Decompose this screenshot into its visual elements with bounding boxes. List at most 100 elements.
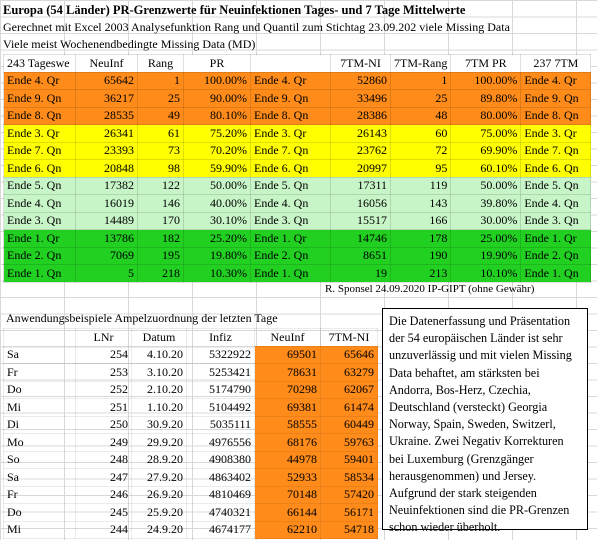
sl-cell[interactable]: 3.10.20 — [131, 363, 187, 382]
sl-cell[interactable]: Fr — [3, 363, 76, 382]
pr-cell[interactable]: 59.90% — [183, 159, 251, 178]
sl-cell[interactable]: 4810469 — [186, 485, 255, 504]
pr-cell[interactable]: 218 — [137, 264, 184, 283]
pr-cell[interactable]: 75.00% — [450, 124, 522, 143]
pr-cell[interactable]: Ende 3. Qn — [3, 211, 76, 230]
pr-cell[interactable]: Ende 4. Qn — [3, 194, 76, 213]
sl-cell[interactable]: Mo — [3, 433, 76, 452]
pr-cell[interactable]: 48 — [389, 106, 452, 125]
sl-cell[interactable]: Di — [3, 415, 76, 434]
sl-cell[interactable]: 26.9.20 — [131, 485, 187, 504]
pr-cell[interactable]: 16019 — [75, 194, 138, 213]
sl-cell[interactable]: 61474 — [320, 398, 378, 417]
sl-cell[interactable]: Sa — [3, 468, 76, 487]
sl-cell[interactable]: 245 — [75, 503, 132, 522]
sl-cell[interactable]: 60449 — [320, 415, 378, 434]
sl-cell[interactable]: 5035111 — [186, 415, 255, 434]
pr-cell[interactable]: Ende 8. Qn — [250, 106, 331, 125]
sl-cell[interactable]: 29.9.20 — [131, 433, 187, 452]
pr-cell[interactable]: 10.10% — [450, 264, 522, 283]
sl-cell[interactable]: 2.10.20 — [131, 380, 187, 399]
pr-cell[interactable]: Ende 3. Qr — [3, 124, 76, 143]
sl-cell[interactable]: 4863402 — [186, 468, 255, 487]
pr-cell[interactable]: Ende 6. Qn — [520, 159, 592, 178]
sl-cell[interactable]: Mi — [3, 520, 76, 539]
pr-cell[interactable]: 100.00% — [450, 71, 522, 90]
pr-cell[interactable]: 70.20% — [183, 141, 251, 160]
pr-cell[interactable]: Ende 8. Qn — [3, 106, 76, 125]
pr-cell[interactable]: Ende 2. Qn — [520, 246, 592, 265]
pr-cell[interactable]: 13786 — [75, 229, 138, 248]
sl-cell[interactable]: 254 — [75, 345, 132, 364]
pr-cell[interactable]: 25.00% — [450, 229, 522, 248]
sl-cell[interactable]: 1.10.20 — [131, 398, 187, 417]
pr-cell[interactable]: 65642 — [75, 71, 138, 90]
pr-cell[interactable]: 146 — [137, 194, 184, 213]
pr-cell[interactable]: 14746 — [330, 229, 391, 248]
pr-cell[interactable]: 7069 — [75, 246, 138, 265]
pr-cell[interactable]: 49 — [137, 106, 184, 125]
pr-cell[interactable]: 14489 — [75, 211, 138, 230]
sl-cell[interactable]: 250 — [75, 415, 132, 434]
pr-cell[interactable]: 166 — [389, 211, 452, 230]
comment-textbox[interactable]: Die Datenerfassung und Präsentation der … — [382, 308, 588, 534]
sl-cell[interactable]: 59401 — [320, 450, 378, 469]
pr-cell[interactable]: 19.80% — [183, 246, 251, 265]
pr-cell[interactable]: 98 — [137, 159, 184, 178]
pr-cell[interactable]: 1 — [137, 71, 184, 90]
sl-cell[interactable]: 70298 — [254, 380, 321, 399]
sl-cell[interactable]: 58534 — [320, 468, 378, 487]
sl-cell[interactable]: Fr — [3, 485, 76, 504]
pr-cell[interactable]: Ende 3. Qr — [250, 124, 331, 143]
sl-cell[interactable]: 4976556 — [186, 433, 255, 452]
sl-cell[interactable]: 252 — [75, 380, 132, 399]
pr-cell[interactable]: Ende 7. Qn — [250, 141, 331, 160]
pr-cell[interactable]: 100.00% — [183, 71, 251, 90]
pr-cell[interactable]: 50.00% — [183, 176, 251, 195]
pr-cell[interactable]: 60.10% — [450, 159, 522, 178]
pr-cell[interactable]: 10.30% — [183, 264, 251, 283]
pr-cell[interactable]: 95 — [389, 159, 452, 178]
pr-cell[interactable]: 30.00% — [450, 211, 522, 230]
pr-cell[interactable]: 23762 — [330, 141, 391, 160]
sl-cell[interactable]: 5104492 — [186, 398, 255, 417]
sl-cell[interactable]: 65646 — [320, 345, 378, 364]
pr-cell[interactable]: Ende 2. Qn — [250, 246, 331, 265]
pr-cell[interactable]: 16056 — [330, 194, 391, 213]
pr-cell[interactable]: Ende 9. Qn — [520, 89, 592, 108]
pr-cell[interactable]: Ende 1. Qr — [3, 229, 76, 248]
pr-cell[interactable]: 89.80% — [450, 89, 522, 108]
pr-cell[interactable]: 20848 — [75, 159, 138, 178]
sl-cell[interactable]: 4740321 — [186, 503, 255, 522]
sl-cell[interactable]: 52933 — [254, 468, 321, 487]
pr-cell[interactable]: 5 — [75, 264, 138, 283]
pr-cell[interactable]: 72 — [389, 141, 452, 160]
pr-cell[interactable]: Ende 6. Qn — [250, 159, 331, 178]
sl-cell[interactable]: 62067 — [320, 380, 378, 399]
sl-cell[interactable]: Do — [3, 503, 76, 522]
pr-cell[interactable]: Ende 4. Qr — [520, 71, 592, 90]
pr-cell[interactable]: 8651 — [330, 246, 391, 265]
sl-cell[interactable]: 5253421 — [186, 363, 255, 382]
pr-cell[interactable]: Ende 2. Qn — [3, 246, 76, 265]
sl-cell[interactable]: 63279 — [320, 363, 378, 382]
pr-cell[interactable]: Ende 4. Qn — [520, 194, 592, 213]
pr-cell[interactable]: 26341 — [75, 124, 138, 143]
sl-cell[interactable]: Sa — [3, 345, 76, 364]
sl-cell[interactable]: 78631 — [254, 363, 321, 382]
sl-cell[interactable]: 4908380 — [186, 450, 255, 469]
pr-cell[interactable]: Ende 4. Qr — [3, 71, 76, 90]
pr-cell[interactable]: 60 — [389, 124, 452, 143]
pr-cell[interactable]: 50.00% — [450, 176, 522, 195]
pr-cell[interactable]: 33496 — [330, 89, 391, 108]
sl-cell[interactable]: 248 — [75, 450, 132, 469]
pr-cell[interactable]: Ende 3. Qn — [250, 211, 331, 230]
pr-cell[interactable]: Ende 6. Qn — [3, 159, 76, 178]
pr-cell[interactable]: 190 — [389, 246, 452, 265]
pr-cell[interactable]: Ende 3. Qn — [520, 211, 592, 230]
pr-cell[interactable]: Ende 4. Qr — [250, 71, 331, 90]
sl-cell[interactable]: 5174790 — [186, 380, 255, 399]
pr-cell[interactable]: 15517 — [330, 211, 391, 230]
sl-cell[interactable]: 25.9.20 — [131, 503, 187, 522]
pr-cell[interactable]: 90.00% — [183, 89, 251, 108]
